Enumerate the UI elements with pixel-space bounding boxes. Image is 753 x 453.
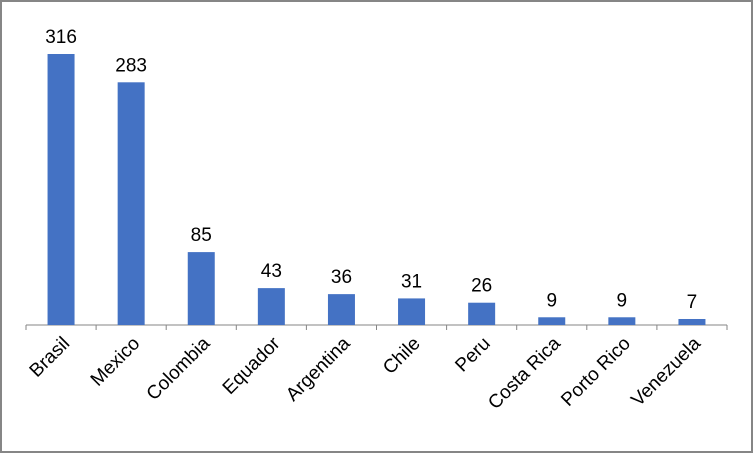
bar — [678, 318, 706, 325]
bar — [47, 54, 75, 325]
data-label: 9 — [617, 290, 628, 311]
bar — [327, 294, 355, 325]
data-label: 36 — [331, 267, 352, 288]
bar — [187, 252, 215, 325]
data-label: 316 — [45, 27, 77, 48]
bar — [117, 82, 145, 326]
data-label: 85 — [191, 225, 212, 246]
data-label: 43 — [261, 261, 282, 282]
bar — [398, 298, 426, 325]
bar — [608, 317, 636, 325]
data-label: 7 — [687, 292, 698, 313]
data-label: 31 — [401, 271, 422, 292]
bar — [468, 302, 496, 325]
data-label: 283 — [115, 55, 147, 76]
bar — [538, 317, 566, 325]
data-label: 26 — [471, 276, 492, 297]
bar — [257, 288, 285, 325]
data-label: 9 — [546, 290, 557, 311]
